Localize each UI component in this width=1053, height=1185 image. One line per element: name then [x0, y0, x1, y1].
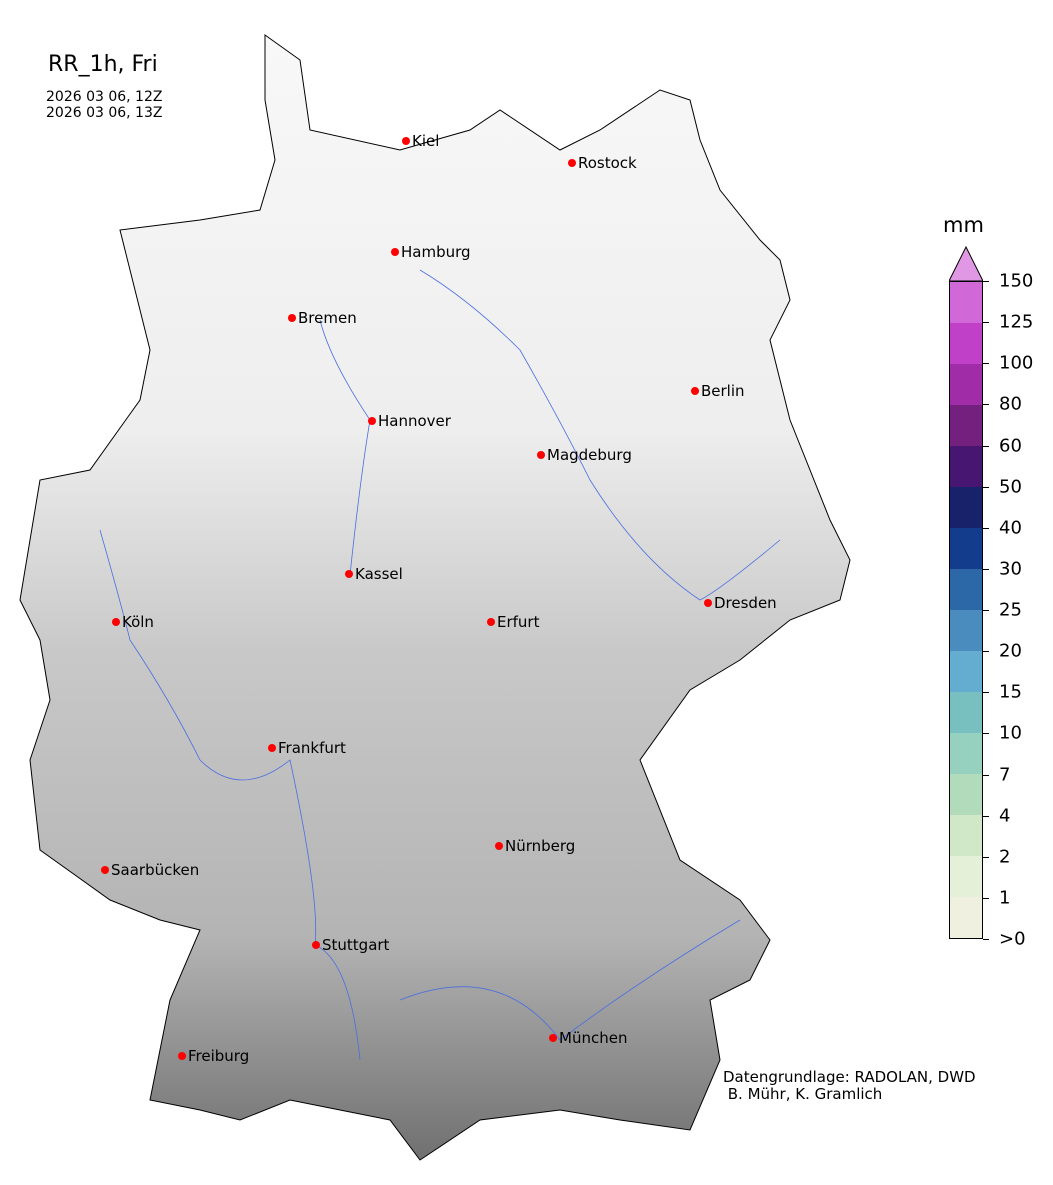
colorbar-segment [950, 692, 982, 733]
city-label: Stuttgart [322, 936, 390, 954]
colorbar-segment [950, 405, 982, 446]
colorbar-tick-label: 10 [999, 722, 1022, 744]
colorbar-segment [950, 528, 982, 569]
colorbar-tick-label: 20 [999, 640, 1022, 662]
colorbar-segment [950, 610, 982, 651]
colorbar-segment [950, 446, 982, 487]
city-label: Freiburg [188, 1047, 249, 1065]
city-label: Köln [122, 613, 154, 631]
city-marker [549, 1034, 557, 1042]
colorbar-tick-label: 30 [999, 558, 1022, 580]
map-title: RR_1h, Fri [48, 52, 158, 77]
city-marker [402, 137, 410, 145]
city-label: Hannover [378, 412, 452, 430]
time-end: 2026 03 06, 13Z [46, 105, 163, 121]
city-label: Hamburg [401, 243, 471, 261]
colorbar-tick [983, 733, 989, 735]
city-label: Rostock [578, 154, 637, 172]
city-marker [112, 618, 120, 626]
colorbar-segment [950, 774, 982, 815]
colorbar-tick [983, 322, 989, 324]
colorbar-segment [950, 815, 982, 856]
colorbar-tick [983, 651, 989, 653]
colorbar-segment [950, 323, 982, 364]
colorbar-segment [950, 569, 982, 610]
city-marker [178, 1052, 186, 1060]
city-marker [495, 842, 503, 850]
colorbar-tick [983, 815, 989, 817]
colorbar-tick-label: 4 [999, 805, 1011, 827]
city-marker [391, 248, 399, 256]
city-label: Nürnberg [505, 837, 575, 855]
colorbar [949, 281, 983, 939]
colorbar-tick [983, 363, 989, 365]
city-marker [704, 599, 712, 607]
colorbar-unit: mm [943, 213, 984, 237]
colorbar-tick [983, 939, 989, 940]
colorbar-extend-arrow [949, 246, 983, 282]
colorbar-tick-label: 2 [999, 846, 1011, 868]
colorbar-tick [983, 856, 989, 858]
colorbar-tick [983, 610, 989, 611]
colorbar-tick [983, 486, 989, 488]
colorbar-tick-label: 100 [999, 352, 1034, 374]
colorbar-tick [983, 568, 989, 570]
colorbar-tick-label: 60 [999, 435, 1022, 456]
city-label: Magdeburg [547, 446, 632, 464]
city-marker [487, 618, 495, 626]
colorbar-tick-label: >0 [999, 928, 1026, 950]
colorbar-tick [983, 527, 989, 529]
colorbar-segment [950, 364, 982, 405]
colorbar-segment [950, 282, 982, 323]
colorbar-tick-label: 50 [999, 476, 1022, 498]
city-marker [312, 941, 320, 949]
city-marker [288, 314, 296, 322]
colorbar-tick-label: 40 [999, 517, 1022, 539]
city-marker [368, 417, 376, 425]
colorbar-segment [950, 856, 982, 897]
colorbar-tick [983, 897, 989, 899]
city-marker [691, 387, 699, 395]
colorbar-segment [950, 733, 982, 774]
city-label: Saarbücken [111, 861, 199, 879]
city-marker [537, 451, 545, 459]
city-marker [101, 866, 109, 874]
colorbar-tick [983, 692, 989, 694]
city-marker [268, 744, 276, 752]
colorbar-tick-label: 80 [999, 393, 1022, 415]
colorbar-tick-label: 25 [999, 599, 1022, 621]
city-label: Berlin [701, 382, 745, 400]
city-marker [568, 159, 576, 167]
colorbar-tick-label: 125 [999, 311, 1034, 333]
city-label: Erfurt [497, 613, 540, 631]
city-marker [345, 570, 353, 578]
colorbar-tick-label: 7 [999, 764, 1011, 785]
city-label: Frankfurt [278, 739, 346, 757]
time-start: 2026 03 06, 12Z [46, 89, 163, 105]
colorbar-segment [950, 897, 982, 938]
colorbar-tick [983, 445, 989, 447]
city-label: Kassel [355, 565, 403, 583]
colorbar-tick [983, 404, 989, 406]
colorbar-tick [983, 774, 989, 776]
colorbar-tick-label: 1 [999, 887, 1011, 909]
city-label: München [559, 1029, 627, 1047]
colorbar-tick-label: 150 [999, 270, 1034, 292]
city-label: Bremen [298, 309, 357, 327]
city-label: Dresden [714, 594, 777, 612]
colorbar-tick [983, 281, 989, 282]
credit-text: Datengrundlage: RADOLAN, DWD B. Mühr, K.… [723, 1068, 976, 1103]
colorbar-segment [950, 487, 982, 528]
germany-outline [19, 34, 851, 1161]
colorbar-segment [950, 651, 982, 692]
city-label: Kiel [412, 132, 439, 150]
colorbar-tick-label: 15 [999, 681, 1022, 703]
